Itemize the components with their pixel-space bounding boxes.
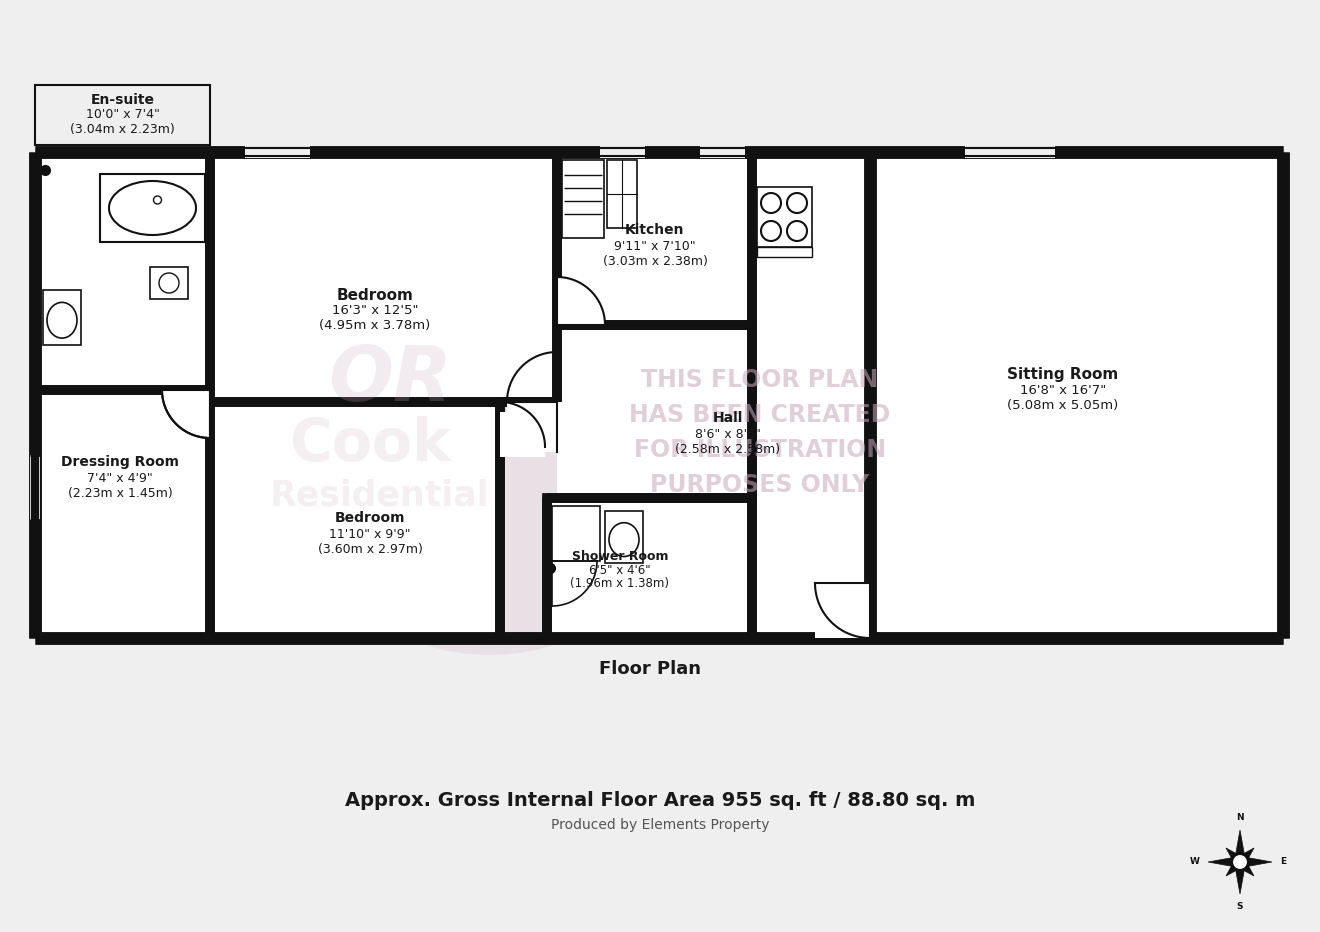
Text: 7'4" x 4'9": 7'4" x 4'9" <box>87 472 153 485</box>
Circle shape <box>280 235 700 655</box>
Text: HAS BEEN CREATED: HAS BEEN CREATED <box>630 403 891 427</box>
Bar <box>756 187 812 247</box>
Text: Sitting Room: Sitting Room <box>1007 367 1118 382</box>
Bar <box>562 160 605 238</box>
Text: Floor Plan: Floor Plan <box>599 660 701 678</box>
Text: En-suite: En-suite <box>91 93 154 107</box>
Polygon shape <box>1208 857 1239 868</box>
Circle shape <box>787 221 807 241</box>
Bar <box>150 267 187 299</box>
Bar <box>557 325 870 638</box>
Bar <box>210 152 557 402</box>
Text: 8'6" x 8'6": 8'6" x 8'6" <box>696 428 760 441</box>
Bar <box>965 146 1055 158</box>
Bar <box>700 146 744 158</box>
Text: (3.04m x 2.23m): (3.04m x 2.23m) <box>70 122 174 135</box>
Bar <box>246 146 310 158</box>
Circle shape <box>153 196 161 204</box>
Bar <box>33 455 37 520</box>
Text: (3.03m x 2.38m): (3.03m x 2.38m) <box>602 254 708 267</box>
Bar <box>44 290 81 345</box>
Text: (5.08m x 5.05m): (5.08m x 5.05m) <box>1007 400 1118 413</box>
Bar <box>552 506 601 561</box>
Text: E: E <box>1280 857 1286 867</box>
Bar <box>507 402 557 452</box>
Bar <box>500 412 545 457</box>
Text: Cook: Cook <box>289 417 451 473</box>
Text: Hall: Hall <box>713 411 743 425</box>
Bar <box>210 402 500 638</box>
Text: N: N <box>1237 813 1243 822</box>
Text: Kitchen: Kitchen <box>626 223 685 237</box>
Bar <box>756 247 812 257</box>
Polygon shape <box>1226 848 1243 866</box>
Bar <box>546 498 752 638</box>
Text: 16'8" x 16'7": 16'8" x 16'7" <box>1020 385 1106 398</box>
Bar <box>965 146 1055 158</box>
Bar <box>601 146 645 158</box>
Text: OR: OR <box>329 343 451 417</box>
Text: Approx. Gross Internal Floor Area 955 sq. ft / 88.80 sq. m: Approx. Gross Internal Floor Area 955 sq… <box>345 790 975 810</box>
Bar <box>30 455 40 520</box>
Circle shape <box>762 193 781 213</box>
Text: S: S <box>1237 902 1243 911</box>
Text: 10'0" x 7'4": 10'0" x 7'4" <box>86 108 160 121</box>
Polygon shape <box>1234 830 1246 862</box>
Text: PURPOSES ONLY: PURPOSES ONLY <box>651 473 870 497</box>
Polygon shape <box>1234 862 1246 894</box>
Bar <box>36 85 210 145</box>
Bar <box>607 160 638 228</box>
Text: (4.95m x 3.78m): (4.95m x 3.78m) <box>319 320 430 333</box>
Bar <box>752 152 870 325</box>
Text: 16'3" x 12'5": 16'3" x 12'5" <box>331 305 418 318</box>
Text: W: W <box>1191 857 1200 867</box>
Text: Residential: Residential <box>271 478 490 512</box>
Text: Bedroom: Bedroom <box>337 287 413 303</box>
Ellipse shape <box>609 523 639 556</box>
Text: (1.96m x 1.38m): (1.96m x 1.38m) <box>570 577 669 590</box>
Bar <box>557 152 752 325</box>
Polygon shape <box>1236 848 1254 866</box>
Circle shape <box>158 273 180 293</box>
Text: (3.60m x 2.97m): (3.60m x 2.97m) <box>318 542 422 555</box>
Bar <box>36 390 210 638</box>
Text: 11'10" x 9'9": 11'10" x 9'9" <box>329 528 411 541</box>
Bar <box>557 277 605 325</box>
Ellipse shape <box>110 181 195 235</box>
Text: 9'11" x 7'10": 9'11" x 7'10" <box>614 240 696 253</box>
Text: (2.23m x 1.45m): (2.23m x 1.45m) <box>67 487 173 500</box>
Ellipse shape <box>48 302 77 338</box>
Text: Produced by Elements Property: Produced by Elements Property <box>550 818 770 832</box>
Bar <box>36 152 210 390</box>
Bar <box>100 174 205 242</box>
Bar <box>34 455 36 520</box>
Text: Shower Room: Shower Room <box>572 550 668 563</box>
Bar <box>162 390 210 438</box>
Text: Dressing Room: Dressing Room <box>61 455 180 469</box>
Bar <box>546 498 752 638</box>
Bar <box>700 146 744 158</box>
Bar <box>605 511 643 563</box>
Polygon shape <box>1226 858 1243 876</box>
Circle shape <box>1232 854 1247 870</box>
Circle shape <box>787 193 807 213</box>
Text: Bedroom: Bedroom <box>335 511 405 525</box>
Bar <box>246 146 310 158</box>
Polygon shape <box>1239 857 1272 868</box>
Bar <box>601 146 645 158</box>
Circle shape <box>762 221 781 241</box>
Text: 6'5" x 4'6": 6'5" x 4'6" <box>589 564 651 577</box>
Text: FOR ILLUSTRATION: FOR ILLUSTRATION <box>634 438 886 462</box>
Text: THIS FLOOR PLAN: THIS FLOOR PLAN <box>642 368 879 392</box>
Bar <box>814 583 870 638</box>
Polygon shape <box>1236 858 1254 876</box>
Text: (2.58m x 2.58m): (2.58m x 2.58m) <box>676 443 780 456</box>
Bar <box>870 152 1283 638</box>
